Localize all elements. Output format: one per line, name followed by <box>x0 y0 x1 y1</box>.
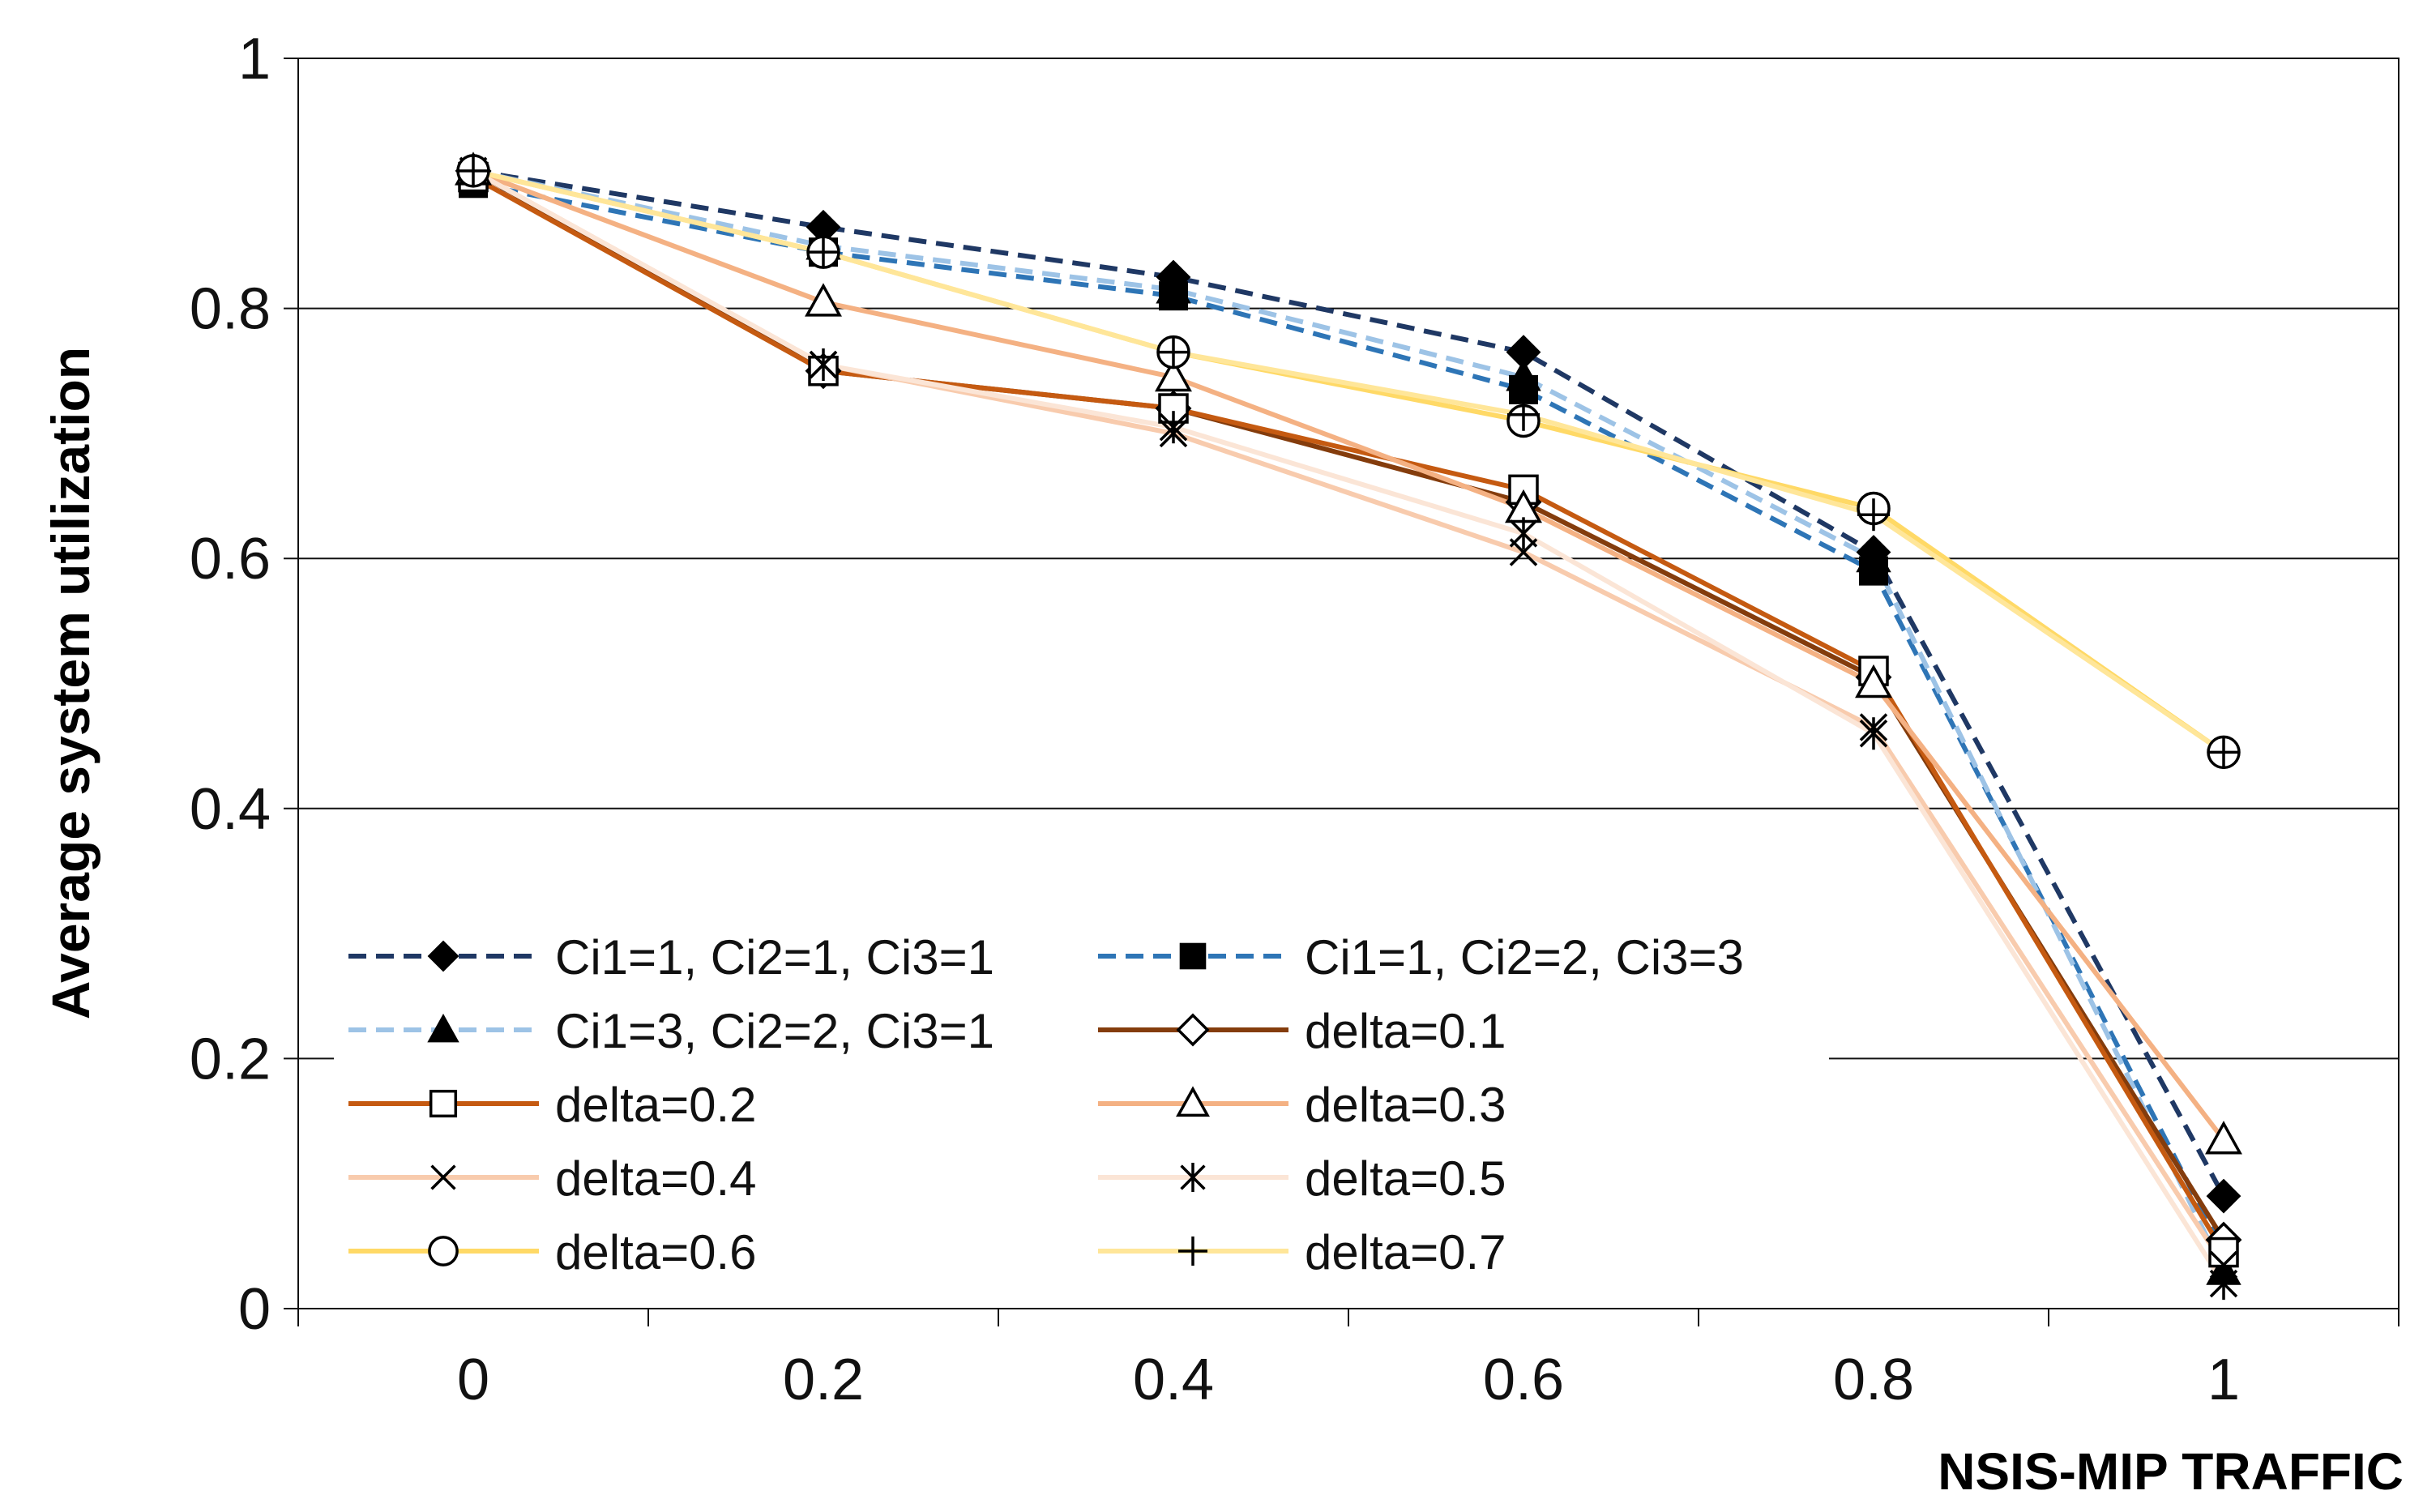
data-point-s5-p2 <box>1155 357 1192 392</box>
legend-item-8: delta=0.6 <box>348 1225 757 1279</box>
data-point-s2-p3 <box>1506 359 1541 391</box>
x-tick-label-4: 0.8 <box>1833 1348 1914 1412</box>
data-point-s4-p5 <box>2208 1237 2239 1268</box>
legend-marker-9 <box>1178 1237 1207 1266</box>
legend-label-8: delta=0.6 <box>555 1225 757 1279</box>
legend-item-1: Ci1=1, Ci2=2, Ci3=3 <box>1098 930 1744 985</box>
legend-label-9: delta=0.7 <box>1305 1225 1506 1279</box>
legend-label-5: delta=0.3 <box>1305 1078 1506 1132</box>
legend-marker-5 <box>1176 1086 1210 1117</box>
series-markers <box>455 152 2242 1301</box>
legend-label-2: Ci1=3, Ci2=2, Ci3=1 <box>555 1004 994 1058</box>
x-tick-label-1: 0.2 <box>783 1348 864 1412</box>
series-line-0 <box>472 168 2226 1198</box>
legend-item-5: delta=0.3 <box>1098 1078 1506 1132</box>
legend-marker-1 <box>1179 942 1207 970</box>
legend-label-7: delta=0.5 <box>1305 1151 1506 1206</box>
axes: 0 0.2 0.4 0.6 0.8 1 0 0.2 0.4 0.6 0.8 1 <box>190 27 2399 1412</box>
legend-label-1: Ci1=1, Ci2=2, Ci3=3 <box>1305 930 1744 985</box>
legend-marker-7 <box>1180 1163 1206 1192</box>
data-point-s9-p0 <box>457 154 489 187</box>
legend-marker-8 <box>428 1236 459 1266</box>
legend-item-6: delta=0.4 <box>348 1151 757 1206</box>
legend-label-6: delta=0.4 <box>555 1151 757 1206</box>
legend-label-4: delta=0.2 <box>555 1078 757 1132</box>
data-point-s7-p5 <box>2209 1267 2238 1301</box>
legend-label-3: delta=0.1 <box>1305 1004 1506 1058</box>
series-line-1 <box>472 181 2226 1254</box>
x-tick-label-5: 1 <box>2207 1348 2240 1412</box>
y-tick-label-4: 0.8 <box>190 277 271 342</box>
data-point-s9-p1 <box>807 236 840 269</box>
series-lines <box>472 168 2226 1285</box>
y-axis-title: Average system utilization <box>41 347 100 1019</box>
legend-marker-3 <box>1176 1013 1210 1047</box>
series-line-9 <box>472 168 2225 754</box>
data-point-s2-p4 <box>1856 540 1891 573</box>
data-point-s7-p3 <box>1509 517 1538 550</box>
legend-label-0: Ci1=1, Ci2=1, Ci3=1 <box>555 930 994 985</box>
series-line-5 <box>472 169 2226 1142</box>
legend-item-0: Ci1=1, Ci2=1, Ci3=1 <box>348 930 994 985</box>
legend-marker-2 <box>427 1013 459 1043</box>
data-point-s7-p2 <box>1159 411 1188 444</box>
x-axis-title: NSIS-MIP TRAFFIC <box>1938 1442 2404 1501</box>
x-tick-label-0: 0 <box>457 1348 489 1412</box>
data-point-s7-p4 <box>1859 717 1888 750</box>
data-point-s5-p5 <box>2205 1121 2242 1155</box>
data-point-s2-p2 <box>1156 271 1191 304</box>
y-tick-label-3: 0.6 <box>190 527 271 592</box>
series-line-4 <box>472 174 2226 1254</box>
data-point-s0-p5 <box>2206 1178 2241 1214</box>
data-point-s9-p5 <box>2207 736 2240 769</box>
series-line-7 <box>472 169 2226 1285</box>
data-point-s5-p4 <box>1855 664 1892 698</box>
x-tick-label-3: 0.6 <box>1483 1348 1564 1412</box>
legend-item-9: delta=0.7 <box>1098 1225 1506 1279</box>
legend-background <box>334 912 1829 1292</box>
series-line-2 <box>472 168 2226 1273</box>
y-tick-label-2: 0.4 <box>190 777 271 842</box>
data-point-s7-p1 <box>809 348 838 382</box>
legend-item-4: delta=0.2 <box>348 1078 757 1132</box>
y-tick-label-5: 1 <box>238 27 271 92</box>
data-point-s9-p4 <box>1857 498 1890 532</box>
legend: Ci1=1, Ci2=1, Ci3=1 Ci1=1, Ci2=2, Ci3=3 Ci… <box>334 912 1829 1292</box>
data-point-s5-p1 <box>805 283 842 317</box>
x-tick-label-2: 0.4 <box>1133 1348 1214 1412</box>
legend-item-3: delta=0.1 <box>1098 1004 1506 1058</box>
legend-marker-6 <box>430 1164 456 1190</box>
y-tick-label-0: 0 <box>238 1277 271 1342</box>
data-point-s9-p3 <box>1507 398 1540 431</box>
series-layer <box>455 152 2242 1301</box>
legend-marker-4 <box>429 1089 458 1118</box>
legend-item-7: delta=0.5 <box>1098 1151 1506 1206</box>
legend-marker-0 <box>427 940 459 972</box>
legend-item-2: Ci1=3, Ci2=2, Ci3=1 <box>348 1004 994 1058</box>
y-tick-label-1: 0.2 <box>190 1027 271 1091</box>
data-point-s9-p2 <box>1157 335 1190 369</box>
